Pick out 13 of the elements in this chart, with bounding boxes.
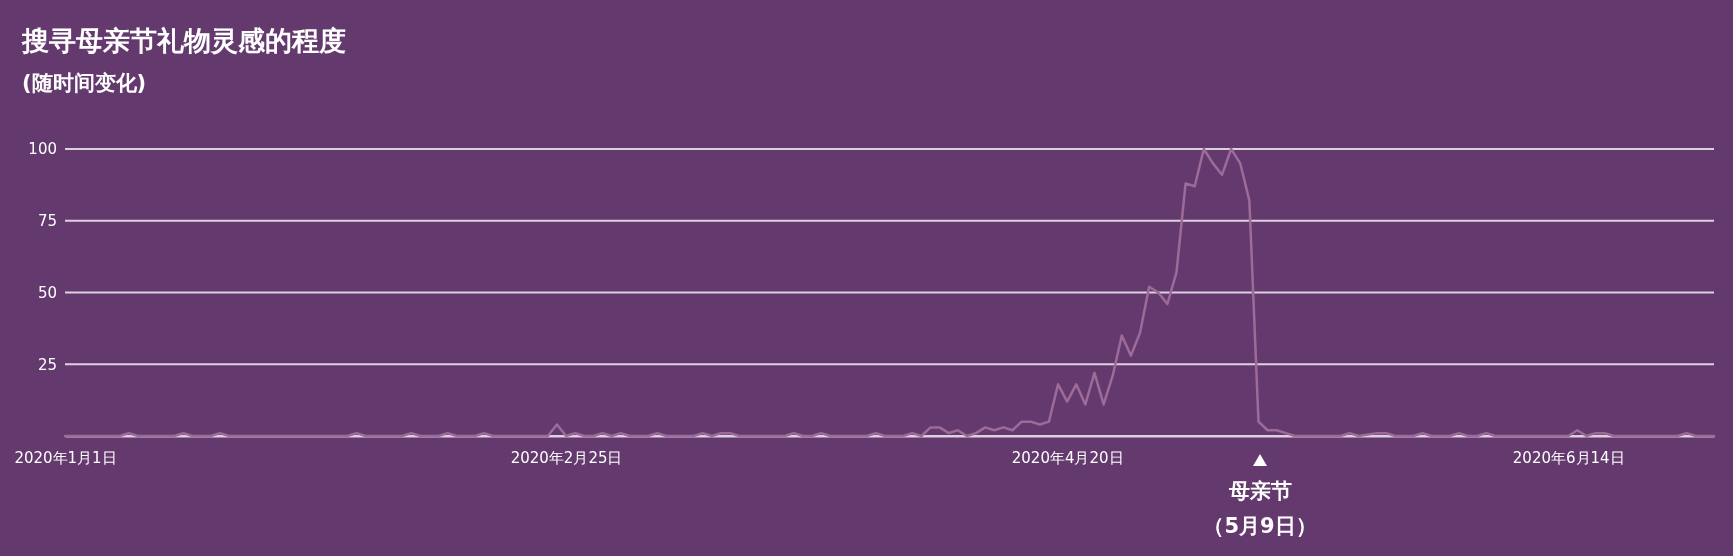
text: 母亲节 xyxy=(1227,479,1292,503)
y-tick-label: 25 xyxy=(37,355,57,374)
chart-subtitle: (随时间变化) xyxy=(22,71,147,95)
x-tick-label: 2020年2月25日 xyxy=(510,448,623,467)
x-tick-label: 2020年1月1日 xyxy=(14,448,117,467)
y-tick-label: 75 xyxy=(37,212,57,231)
chart-title: 搜寻母亲节礼物灵感的程度 xyxy=(21,25,346,56)
x-tick-label: 2020年6月14日 xyxy=(1512,448,1625,467)
y-tick-label: 50 xyxy=(37,283,57,302)
x-tick-label: 2020年4月20日 xyxy=(1011,448,1124,467)
y-tick-label: 100 xyxy=(28,140,57,159)
text: （5月9日） xyxy=(1203,514,1317,538)
line-series xyxy=(63,147,1716,438)
